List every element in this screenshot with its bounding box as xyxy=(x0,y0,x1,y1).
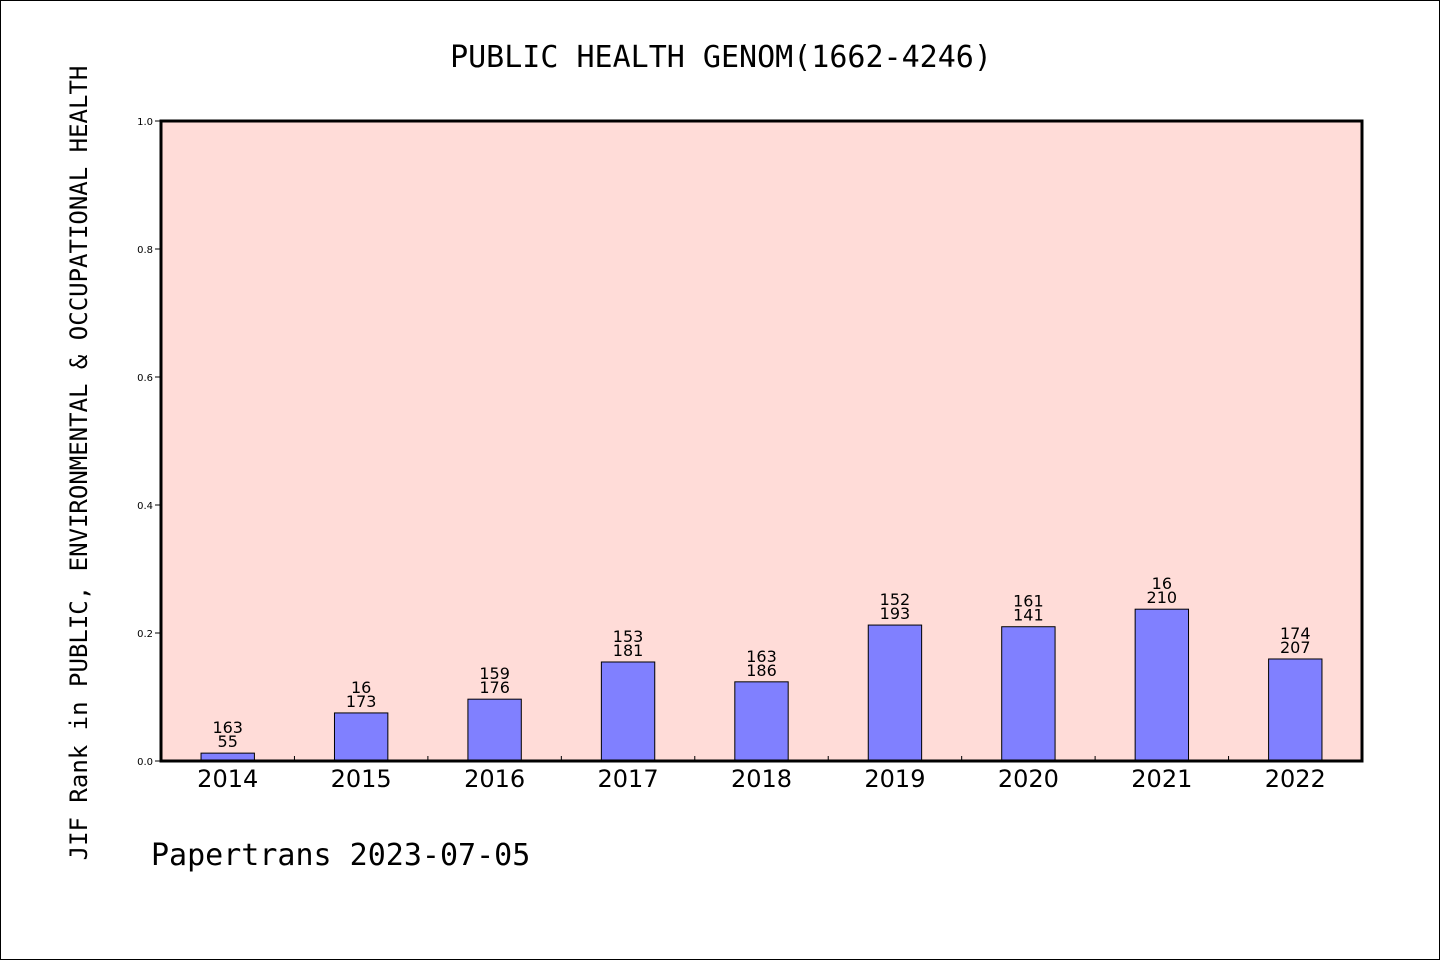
bar-2020 xyxy=(1001,626,1056,762)
x-tick-label-2020: 2020 xyxy=(998,765,1059,793)
total-label-2015: 173 xyxy=(346,692,377,711)
footer-credit: Papertrans 2023-07-05 xyxy=(151,838,530,873)
bar-2017 xyxy=(600,661,656,762)
y-axis-label: JIF Rank in PUBLIC, ENVIRONMENTAL & OCCU… xyxy=(65,66,93,861)
y-tick-label: 0.6 xyxy=(137,373,153,384)
total-label-2017: 181 xyxy=(613,641,644,660)
y-tick-label: 0.2 xyxy=(137,629,153,640)
total-label-2020: 141 xyxy=(1013,606,1044,625)
bar-2016 xyxy=(467,698,522,762)
y-tick-label: 1.0 xyxy=(137,117,153,128)
rank-label-2016: 159 xyxy=(479,664,510,683)
y-tick-label: 0.4 xyxy=(137,501,153,512)
x-tick-label-2022: 2022 xyxy=(1265,765,1326,793)
bar-2019 xyxy=(867,624,923,762)
x-tick-label-2021: 2021 xyxy=(1131,765,1192,793)
bars-group xyxy=(200,608,1323,762)
rank-label-2014: 163 xyxy=(212,718,243,737)
x-tick-label-2016: 2016 xyxy=(464,765,525,793)
x-tick-label-2015: 2015 xyxy=(331,765,392,793)
y-axis-ticks: 0.0 0.2 0.4 0.6 0.8 1.0 xyxy=(137,117,161,768)
y-tick-label: 0.0 xyxy=(137,757,153,768)
total-label-2016: 176 xyxy=(479,678,510,697)
rank-label-2017: 153 xyxy=(613,627,644,646)
bar-2015 xyxy=(333,712,389,762)
x-tick-label-2014: 2014 xyxy=(197,765,258,793)
total-label-2022: 207 xyxy=(1280,638,1311,657)
plot-frame xyxy=(159,119,1364,763)
bar-2018 xyxy=(734,681,789,762)
x-axis-ticks: 2014 2015 2016 2017 2018 2019 2020 2021 2022 xyxy=(197,756,1326,793)
rank-label-2018: 163 xyxy=(746,647,777,666)
bar-2021 xyxy=(1134,608,1190,762)
rank-label-2021: 16 xyxy=(1152,574,1172,593)
rank-label-2022: 174 xyxy=(1280,624,1311,643)
total-label-2019: 193 xyxy=(880,604,911,623)
x-tick-label-2018: 2018 xyxy=(731,765,792,793)
bar-2022 xyxy=(1268,658,1323,762)
y-tick-label: 0.8 xyxy=(137,245,153,256)
rank-label-2019: 152 xyxy=(880,590,911,609)
total-label-2021: 210 xyxy=(1147,588,1178,607)
total-label-2018: 186 xyxy=(746,661,777,680)
total-label-2014: 55 xyxy=(218,732,238,751)
chart-title: PUBLIC HEALTH GENOM(1662-4246) xyxy=(450,40,992,75)
rank-label-2015: 16 xyxy=(351,678,371,697)
x-tick-label-2019: 2019 xyxy=(864,765,925,793)
x-tick-label-2017: 2017 xyxy=(598,765,659,793)
rank-label-2020: 161 xyxy=(1013,592,1044,611)
